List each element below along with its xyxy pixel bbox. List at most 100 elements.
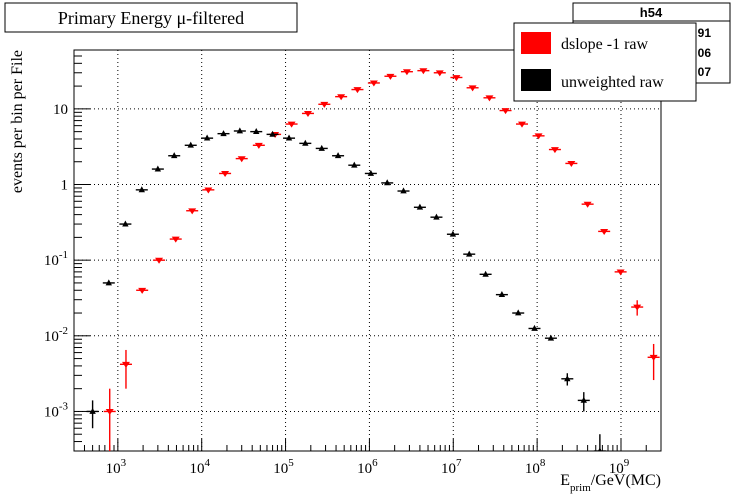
data-point	[482, 270, 489, 277]
grid-lines	[74, 50, 661, 451]
x-tick-label: 105	[273, 457, 294, 477]
data-point	[337, 94, 346, 101]
y-tick-label: 10-3	[44, 400, 69, 420]
data-point	[302, 139, 309, 146]
stats-line: 91	[698, 26, 712, 40]
data-point	[221, 171, 230, 178]
legend: dslope -1 raw unweighted raw	[513, 22, 697, 102]
data-point	[452, 75, 461, 82]
data-point	[303, 111, 312, 118]
data-point	[580, 396, 587, 403]
legend-swatch	[521, 32, 551, 54]
data-point	[105, 409, 114, 416]
data-point	[188, 208, 197, 215]
x-tick-label: 106	[357, 457, 378, 477]
x-tick-label: 108	[525, 457, 546, 477]
data-point	[531, 324, 538, 331]
plot-area	[86, 68, 660, 451]
data-point	[367, 169, 375, 176]
data-point	[501, 108, 510, 115]
data-point	[171, 236, 180, 243]
data-point	[187, 141, 194, 148]
data-point	[220, 130, 227, 137]
data-point	[564, 375, 571, 382]
data-point	[485, 95, 494, 102]
data-point	[433, 213, 440, 220]
data-point	[269, 130, 276, 137]
y-tick-label: 1	[61, 178, 69, 194]
legend-label: unweighted raw	[561, 74, 664, 91]
data-point	[449, 230, 457, 237]
data-point	[583, 201, 592, 208]
x-tick-label: 107	[441, 457, 462, 477]
data-point	[515, 309, 522, 316]
x-tick-label: 103	[106, 457, 127, 477]
data-point	[498, 291, 506, 298]
data-point	[400, 187, 407, 194]
data-point	[318, 144, 325, 151]
data-point	[633, 304, 642, 311]
data-point	[138, 186, 145, 193]
data-point	[351, 161, 358, 168]
x-axis-label: Eprim/GeV(MC)	[560, 472, 661, 494]
x-tick-label: 109	[609, 457, 630, 477]
data-point	[353, 87, 362, 94]
data-point	[419, 68, 428, 75]
data-point	[204, 187, 213, 194]
data-point	[386, 73, 395, 80]
data-point	[171, 152, 178, 159]
data-point	[466, 250, 473, 257]
title-box	[4, 2, 298, 33]
data-point	[616, 269, 625, 276]
data-point	[122, 220, 129, 227]
stats-box-title: h54	[640, 5, 663, 20]
legend-swatch	[521, 69, 551, 91]
data-point	[534, 133, 543, 140]
chart-title: Primary Energy μ-filtered	[58, 8, 244, 28]
data-point	[121, 361, 130, 368]
y-axis: 10-3 10-2 10-1 1 10	[44, 49, 90, 452]
legend-label: dslope -1 raw	[561, 36, 649, 53]
data-point	[649, 354, 658, 361]
data-point	[334, 152, 342, 159]
data-point	[236, 127, 244, 134]
stats-line: 06	[698, 46, 712, 60]
data-point	[138, 287, 147, 294]
data-point	[518, 121, 527, 128]
data-point	[416, 203, 424, 210]
data-point	[237, 156, 246, 163]
data-point	[154, 165, 162, 172]
data-point	[89, 407, 96, 414]
data-point	[547, 334, 555, 341]
stats-line: 07	[698, 65, 712, 79]
data-point	[105, 279, 112, 286]
y-tick-label: 10-1	[44, 249, 68, 269]
data-point	[550, 147, 559, 154]
data-point	[435, 70, 444, 77]
data-point	[320, 101, 329, 108]
y-axis-label: events per bin per File	[9, 50, 26, 193]
x-axis: 103 104 105 106 107 108 109	[73, 439, 662, 477]
data-point	[203, 134, 211, 141]
data-point	[468, 85, 477, 92]
data-point	[600, 228, 609, 235]
data-point	[285, 134, 293, 141]
data-point	[384, 179, 391, 186]
data-point	[254, 142, 263, 149]
data-point	[155, 257, 164, 264]
series-2	[86, 127, 606, 451]
data-point	[597, 447, 602, 451]
data-point	[253, 128, 260, 135]
y-tick-label: 10-2	[44, 325, 68, 345]
series-layer	[86, 68, 660, 451]
plot-frame	[73, 49, 662, 452]
x-tick-label: 104	[189, 457, 210, 477]
data-point	[369, 80, 378, 87]
series-1	[103, 68, 660, 451]
x-axis-title: Eprim/GeV(MC)	[560, 472, 661, 494]
y-tick-label: 10	[53, 102, 68, 118]
data-point	[287, 121, 296, 128]
data-point	[567, 161, 576, 168]
